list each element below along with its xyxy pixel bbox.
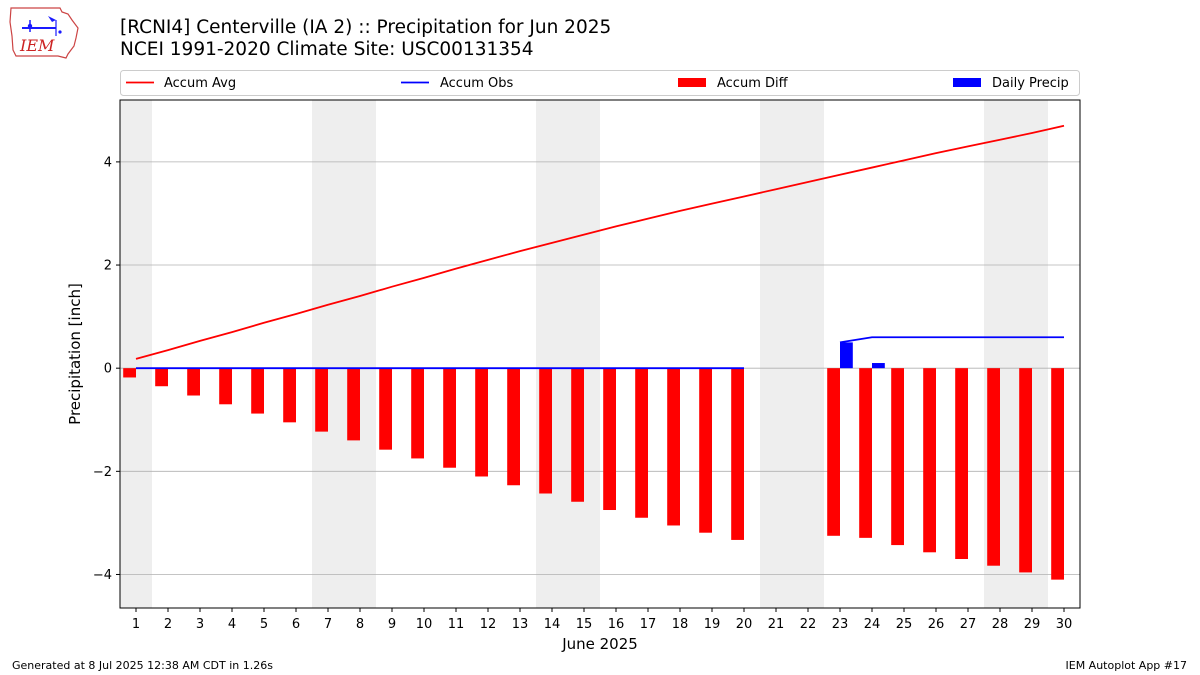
accum-diff-bar [443, 368, 456, 468]
iem-logo: IEM [9, 7, 79, 59]
x-tick-label: 14 [544, 617, 561, 632]
accum-diff-bar [571, 368, 584, 502]
accum-diff-bar [987, 368, 1000, 566]
x-tick-label: 12 [480, 617, 497, 632]
weekend-shade [120, 100, 152, 608]
x-tick-label: 24 [864, 617, 881, 632]
x-tick-label: 30 [1056, 617, 1073, 632]
x-tick-label: 6 [292, 617, 300, 632]
x-tick-label: 16 [608, 617, 625, 632]
accum-diff-bar [315, 368, 328, 432]
x-tick-label: 21 [768, 617, 785, 632]
x-axis-label: June 2025 [561, 635, 638, 653]
daily-precip-bar [840, 342, 853, 369]
chart-subtitle: NCEI 1991-2020 Climate Site: USC00131354 [120, 39, 534, 60]
x-tick-label: 8 [356, 617, 364, 632]
chart-title: [RCNI4] Centerville (IA 2) :: Precipitat… [120, 17, 612, 38]
legend-swatch-accum-diff [678, 78, 706, 87]
accum-diff-bar [827, 368, 840, 536]
generated-footer: Generated at 8 Jul 2025 12:38 AM CDT in … [12, 659, 273, 672]
x-tick-label: 3 [196, 617, 204, 632]
y-axis-label: Precipitation [inch] [66, 283, 84, 425]
accum-diff-bar [891, 368, 904, 546]
accum-diff-bar [923, 368, 936, 553]
accum-diff-bar [635, 368, 648, 518]
accum-avg-line [135, 124, 1065, 360]
y-tick-label: −2 [93, 465, 112, 480]
x-tick-label: 20 [736, 617, 753, 632]
x-tick-label: 29 [1024, 617, 1041, 632]
x-tick-label: 23 [832, 617, 849, 632]
x-tick-label: 19 [704, 617, 721, 632]
y-tick-label: 2 [104, 259, 112, 274]
accum-diff-bar [699, 368, 712, 533]
accum-diff-bar [1051, 368, 1064, 580]
x-tick-label: 2 [164, 617, 172, 632]
accum-diff-bar [411, 368, 424, 459]
x-tick-label: 1 [132, 617, 140, 632]
accum-diff-bar [475, 368, 488, 477]
accum-diff-bar [667, 368, 680, 526]
accum-diff-bar [507, 368, 520, 486]
x-tick-label: 7 [324, 617, 332, 632]
accum-diff-bar [187, 368, 200, 396]
x-tick-label: 4 [228, 617, 236, 632]
legend-label-accum-avg: Accum Avg [164, 76, 236, 91]
weekend-shade [536, 100, 600, 608]
svg-text:IEM: IEM [19, 36, 55, 55]
accum-diff-bar [955, 368, 968, 560]
daily-precip-bar [872, 363, 885, 369]
x-tick-label: 25 [896, 617, 913, 632]
accum-diff-bar [539, 368, 552, 494]
y-tick-label: 4 [104, 155, 112, 170]
legend-label-daily-precip: Daily Precip [992, 76, 1069, 91]
x-tick-label: 26 [928, 617, 945, 632]
accum-diff-bar [1019, 368, 1032, 573]
app-footer: IEM Autoplot App #17 [1065, 659, 1188, 672]
accum-obs-line [839, 336, 1064, 344]
accum-diff-bar [731, 368, 744, 540]
legend: Accum Avg Accum Obs Accum Diff Daily Precip [120, 70, 1080, 96]
x-tick-label: 27 [960, 617, 977, 632]
accum-diff-bar [251, 368, 264, 414]
x-tick-label: 18 [672, 617, 689, 632]
y-tick-label: 0 [104, 362, 112, 377]
y-tick-label: −4 [93, 568, 112, 583]
accum-diff-bar [347, 368, 360, 441]
accum-diff-bar [859, 368, 872, 538]
x-tick-label: 28 [992, 617, 1009, 632]
x-tick-label: 13 [512, 617, 529, 632]
accum-diff-bar [283, 368, 296, 423]
weekend-shade [312, 100, 376, 608]
accum-diff-bar [123, 368, 136, 378]
x-tick-label: 9 [388, 617, 396, 632]
legend-box [120, 70, 1080, 96]
legend-label-accum-obs: Accum Obs [440, 76, 513, 91]
accum-diff-bar [603, 368, 616, 511]
accum-diff-bar [379, 368, 392, 450]
x-tick-label: 11 [448, 617, 465, 632]
x-tick-label: 22 [800, 617, 817, 632]
x-tick-label: 10 [416, 617, 433, 632]
x-tick-label: 15 [576, 617, 593, 632]
legend-swatch-daily-precip [953, 78, 981, 87]
x-tick-label: 17 [640, 617, 657, 632]
legend-label-accum-diff: Accum Diff [717, 76, 789, 91]
x-tick-label: 5 [260, 617, 268, 632]
accum-diff-bar [155, 368, 168, 387]
accum-diff-bar [219, 368, 232, 405]
weekend-shade [760, 100, 824, 608]
